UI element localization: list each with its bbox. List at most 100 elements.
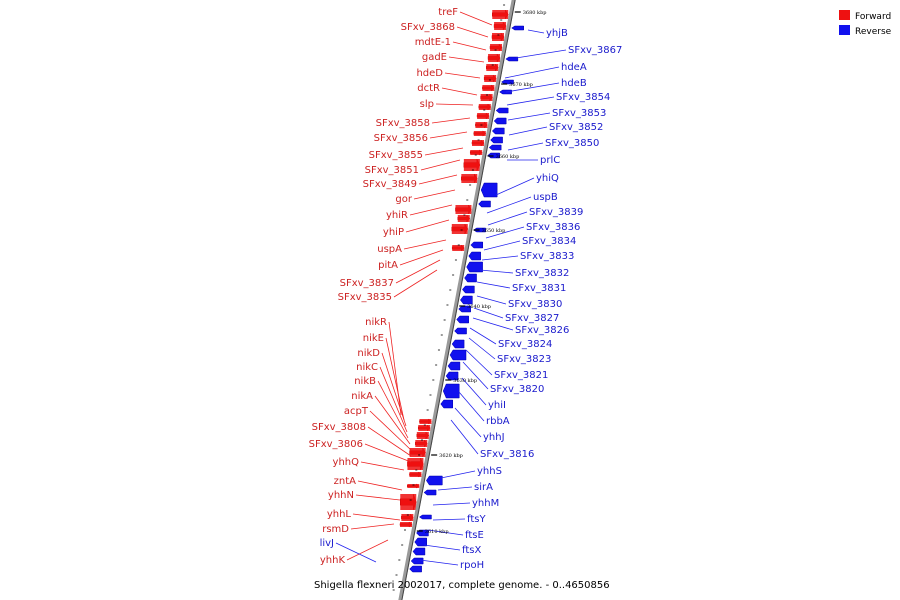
forward-gene-label[interactable]: nikE [363, 333, 384, 344]
reverse-gene-label[interactable]: SFxv_3821 [494, 370, 548, 381]
reverse-leader-line [437, 486, 473, 491]
reverse-gene-label[interactable]: hdeA [561, 62, 587, 73]
reverse-leader-line [461, 377, 487, 406]
reverse-gene-label[interactable]: yhiI [488, 400, 506, 411]
forward-gene-label[interactable]: yhhK [320, 555, 346, 566]
reverse-gene-label[interactable]: uspB [533, 192, 558, 203]
reverse-gene-label[interactable]: SFxv_3854 [556, 92, 610, 103]
forward-leader-line [379, 366, 408, 433]
forward-gene-label[interactable]: rsmD [322, 524, 349, 535]
forward-gene-label[interactable]: uspA [377, 244, 402, 255]
reverse-gene-label[interactable]: SFxv_3839 [529, 207, 583, 218]
reverse-gene-label[interactable]: SFxv_3850 [545, 138, 599, 149]
forward-gene-label[interactable]: treF [438, 7, 458, 18]
forward-leader-line [435, 103, 474, 106]
reverse-gene-label[interactable]: yhhM [472, 498, 499, 509]
forward-gene-label[interactable]: gor [395, 194, 412, 205]
reverse-gene-block [456, 315, 469, 324]
forward-gene-label[interactable]: SFxv_3849 [363, 179, 417, 190]
reverse-gene-label[interactable]: livJ [320, 538, 334, 549]
forward-gene-label[interactable]: mdtE-1 [415, 37, 451, 48]
forward-leader-line [364, 443, 412, 463]
forward-gene-body [492, 10, 509, 19]
forward-gene-label[interactable]: nikA [351, 391, 373, 402]
reverse-gene-label[interactable]: yhiQ [536, 173, 559, 184]
forward-gene-label[interactable]: SFxv_3858 [376, 118, 430, 129]
tick-label: 3630 kbp [453, 378, 477, 384]
reverse-gene-label[interactable]: SFxv_3823 [497, 354, 551, 365]
forward-gene-label[interactable]: nikD [357, 348, 380, 359]
forward-gene-label[interactable]: SFxv_3806 [309, 439, 363, 450]
reverse-gene-label[interactable]: ftsE [465, 530, 484, 541]
reverse-gene-label[interactable]: yhhS [477, 466, 502, 477]
reverse-gene-label[interactable]: SFxv_3827 [505, 313, 559, 324]
forward-gene-label[interactable]: gadE [422, 52, 447, 63]
forward-gene-body [415, 440, 428, 447]
reverse-gene-label[interactable]: rbbA [486, 416, 510, 427]
reverse-gene-block [445, 371, 459, 381]
reverse-gene-label[interactable]: rpoH [460, 560, 484, 571]
forward-gene-label[interactable]: nikC [356, 362, 378, 373]
forward-gene-label[interactable]: yhiP [383, 227, 404, 238]
reverse-leader-line [465, 349, 493, 376]
reverse-gene-label[interactable]: SFxv_3852 [549, 122, 603, 133]
reverse-gene-label[interactable]: SFxv_3833 [520, 251, 574, 262]
forward-gene-label[interactable]: SFxv_3868 [401, 22, 455, 33]
reverse-gene-label[interactable]: yhhJ [483, 432, 505, 443]
reverse-leader-line [507, 112, 551, 121]
reverse-gene-label[interactable]: hdeB [561, 78, 587, 89]
reverse-gene-label[interactable]: SFxv_3867 [568, 45, 622, 56]
forward-gene-label[interactable]: nikR [365, 317, 387, 328]
forward-gene-label[interactable]: yhhN [328, 490, 354, 501]
forward-leader-line [346, 539, 389, 561]
legend-reverse-label: Reverse [855, 27, 892, 37]
forward-gene-label[interactable]: SFxv_3835 [338, 292, 392, 303]
reverse-gene-label[interactable]: SFxv_3853 [552, 108, 606, 119]
reverse-gene-label[interactable]: yhjB [546, 28, 568, 39]
forward-gene-body [461, 174, 478, 183]
forward-gene-body [416, 432, 429, 439]
reverse-gene-label[interactable]: SFxv_3834 [522, 236, 576, 247]
forward-gene-label[interactable]: SFxv_3851 [365, 165, 419, 176]
forward-gene-label[interactable]: dctR [417, 83, 440, 94]
forward-gene-body [488, 54, 501, 62]
forward-gene-label[interactable]: SFxv_3808 [312, 422, 366, 433]
forward-gene-label[interactable]: zntA [334, 476, 357, 487]
reverse-gene-label[interactable]: SFxv_3832 [515, 268, 569, 279]
reverse-gene-label[interactable]: SFxv_3836 [526, 222, 580, 233]
reverse-leader-line [458, 391, 485, 422]
reverse-gene-label[interactable]: prlC [540, 155, 560, 166]
reverse-leader-line [479, 269, 514, 274]
reverse-leader-line [432, 518, 466, 521]
reverse-gene-label[interactable]: sirA [474, 482, 493, 493]
forward-gene-label[interactable]: SFxv_3856 [374, 133, 428, 144]
forward-gene-label[interactable]: hdeD [416, 68, 443, 79]
reverse-gene-label[interactable]: SFxv_3820 [490, 384, 544, 395]
reverse-gene-label[interactable]: SFxv_3816 [480, 449, 534, 460]
forward-gene-label[interactable]: acpT [344, 406, 369, 417]
reverse-gene-label[interactable]: SFxv_3826 [515, 325, 569, 336]
reverse-gene-label[interactable]: ftsX [462, 545, 481, 556]
forward-gene-label[interactable]: yhiR [386, 210, 408, 221]
forward-gene-body [401, 514, 414, 521]
leader-lines [335, 11, 567, 566]
forward-gene-label[interactable]: pitA [378, 260, 398, 271]
reverse-leader-line [335, 542, 377, 563]
reverse-gene-label[interactable]: ftsY [467, 514, 486, 525]
forward-gene-label[interactable]: SFxv_3855 [369, 150, 423, 161]
reverse-leader-line [527, 29, 545, 34]
reverse-gene-label[interactable]: SFxv_3831 [512, 283, 566, 294]
forward-leader-line [357, 480, 403, 491]
reverse-leader-line [506, 96, 555, 106]
reverse-gene-block [466, 261, 483, 273]
reverse-leader-line [423, 544, 461, 551]
reverse-leader-line [481, 255, 519, 261]
forward-gene-label[interactable]: yhhQ [333, 457, 360, 468]
reverse-gene-label[interactable]: SFxv_3824 [498, 339, 552, 350]
forward-gene-label[interactable]: yhhL [327, 509, 352, 520]
reverse-gene-label[interactable]: SFxv_3830 [508, 299, 562, 310]
forward-gene-label[interactable]: slp [420, 99, 434, 110]
reverse-leader-line [450, 419, 479, 455]
forward-gene-label[interactable]: SFxv_3837 [340, 278, 394, 289]
forward-gene-label[interactable]: nikB [354, 376, 376, 387]
